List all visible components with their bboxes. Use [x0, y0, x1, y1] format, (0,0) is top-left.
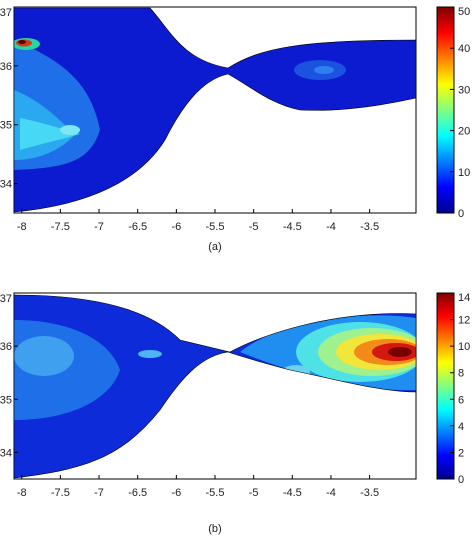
y-tick-label: 34	[0, 179, 12, 191]
x-tick-labels-a: -8 -7.5 -7 -6.5 -6 -5.5 -5 -4.5 -4 -3.5	[17, 209, 379, 233]
x-tick-label: -6.5	[128, 221, 147, 233]
colorbar-tick-label: 8	[458, 368, 464, 380]
y-tick-label: 36	[0, 61, 12, 73]
x-tick-label: -4.5	[283, 221, 302, 233]
coastline-b	[13, 294, 417, 479]
x-tick-label: -5	[249, 221, 259, 233]
colorbar-tick-label: 20	[458, 126, 470, 138]
caption-b: (b)	[208, 523, 221, 535]
colorbar-tick-labels-a: 0 10 20 30 40 50	[450, 6, 470, 220]
x-tick-label: -5	[249, 487, 259, 499]
x-tick-label: -3.5	[360, 221, 379, 233]
y-tick-label: 37	[0, 293, 12, 305]
colorbar-a	[436, 6, 455, 214]
y-tick-label: 35	[0, 120, 12, 132]
y-tick-label: 34	[0, 447, 12, 459]
colorbar-tick-label: 10	[458, 167, 470, 179]
colorbar-tick-label: 4	[458, 421, 464, 433]
x-tick-label: -7	[94, 487, 104, 499]
y-tick-label: 35	[0, 394, 12, 406]
x-tick-label: -4	[326, 487, 336, 499]
x-tick-label: -6	[171, 221, 181, 233]
colorbar-tick-label: 2	[458, 447, 464, 459]
x-tick-label: -4.5	[283, 487, 302, 499]
colorbar-tick-labels-b: 0 2 4 6 8 10 12 14	[450, 292, 470, 486]
x-tick-label: -8	[17, 487, 27, 499]
colorbar-tick-label: 0	[458, 208, 464, 220]
y-tick-labels-a: 34 35 36 37	[0, 6, 18, 191]
caption-a: (a)	[208, 241, 221, 253]
coastline-a	[13, 7, 417, 213]
x-tick-label: -5.5	[206, 221, 225, 233]
y-tick-labels-b: 34 35 36 37	[0, 292, 18, 459]
x-tick-label: -7	[94, 221, 104, 233]
colorbar-tick-label: 50	[458, 6, 470, 18]
x-tick-labels-b: -8 -7.5 -7 -6.5 -6 -5.5 -5 -4.5 -4 -3.5	[17, 475, 379, 499]
x-tick-label: -7.5	[51, 221, 70, 233]
x-tick-label: -6	[171, 487, 181, 499]
y-tick-label: 36	[0, 341, 12, 353]
colorbar-b	[436, 292, 455, 480]
panel-a: -8 -7.5 -7 -6.5 -6 -5.5 -5 -4.5 -4 -3.5 34353637 …	[0, 6, 470, 253]
panel-b: -8 -7.5 -7 -6.5 -6 -5.5 -5 -4.5 -4 -3.5 34353637 …	[0, 292, 470, 535]
x-tick-label: -5.5	[206, 487, 225, 499]
colorbar-tick-label: 12	[458, 315, 470, 327]
colorbar-tick-label: 40	[458, 43, 470, 55]
x-tick-label: -7.5	[51, 487, 70, 499]
colorbar-tick-label: 0	[458, 474, 464, 486]
x-tick-label: -4	[326, 221, 336, 233]
colorbar-tick-label: 6	[458, 394, 464, 406]
x-tick-label: -3.5	[360, 487, 379, 499]
x-tick-label: -8	[17, 221, 27, 233]
x-tick-label: -6.5	[128, 487, 147, 499]
colorbar-tick-label: 10	[458, 341, 470, 353]
colorbar-tick-label: 30	[458, 84, 470, 96]
y-tick-label: 37	[0, 7, 12, 19]
colorbar-tick-label: 14	[458, 292, 470, 304]
